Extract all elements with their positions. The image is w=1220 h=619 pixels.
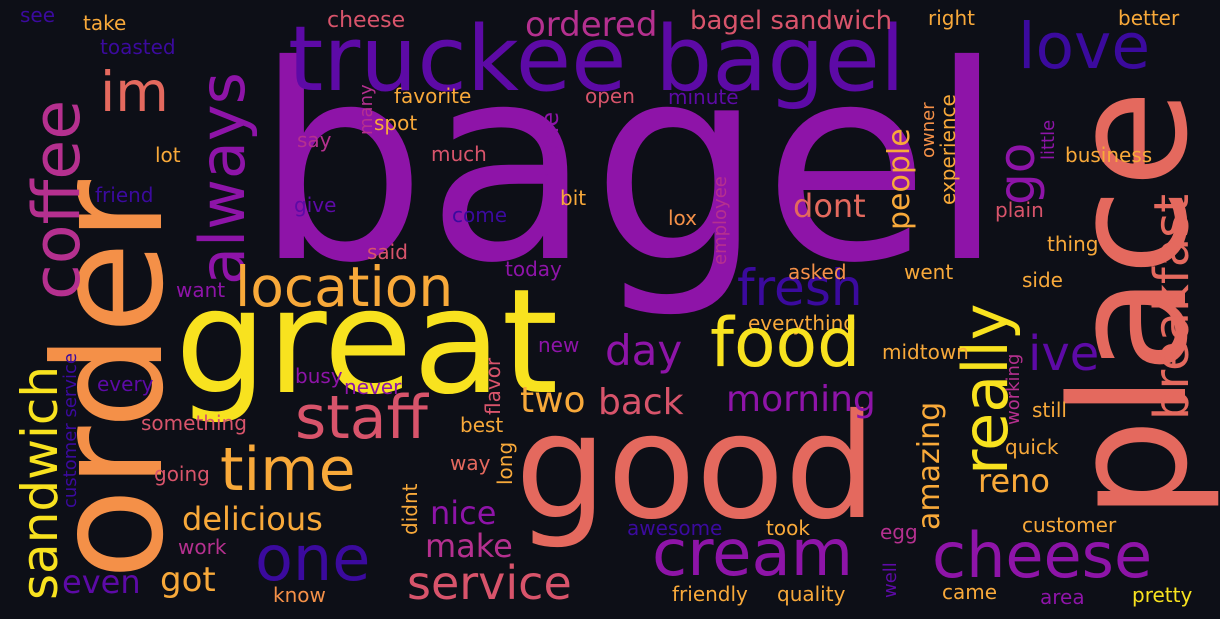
word-cream: cream [652,517,854,591]
word-even: even [62,563,141,601]
word-always: always [186,72,259,285]
word-got: got [160,560,216,600]
word-nice: nice [430,494,497,532]
word-business: business [1065,143,1153,167]
word-bit: bit [560,186,587,210]
word-midtown: midtown [882,340,969,364]
word-quality: quality [777,582,846,606]
word-lox: lox [668,206,698,230]
word-something: something [141,411,247,435]
word-much: much [431,142,487,166]
word-experience: experience [936,94,960,205]
word-bagel: bagel [255,7,1005,322]
word-awesome: awesome [627,516,723,540]
word-took: took [766,516,810,540]
word-pretty: pretty [1132,583,1193,607]
word-open: open [585,84,635,108]
word-reno: reno [978,462,1050,500]
word-one: one [255,522,371,595]
word-working: working [1003,353,1024,425]
word-coffee: coffee [20,99,95,300]
word-didnt: didnt [398,483,422,535]
word-spot: spot [374,111,418,135]
word-want: want [176,278,226,302]
word-little: little [1038,119,1059,160]
word-flavor: flavor [481,357,505,415]
word-long: long [493,441,517,485]
word-im: im [100,60,169,124]
word-area: area [1040,585,1085,609]
word-know: know [273,583,326,607]
word-say: say [297,128,332,152]
word-great: great [175,258,559,427]
word-breakfast: breakfast [1144,193,1200,420]
word-favorite: favorite [394,84,472,108]
word-fresh: fresh [737,259,863,317]
word-employee: employee [710,176,731,265]
word-every: every [97,372,154,396]
word-cheese-13: cheese [327,8,406,33]
word-food: food [710,304,861,383]
word-toasted: toasted [100,35,176,59]
word-plain: plain [995,198,1044,222]
word-cheese-84: cheese [932,519,1153,592]
word-time: time [220,435,356,505]
word-right: right [928,6,975,30]
word-work: work [178,535,227,559]
word-make: make [425,527,513,565]
word-still: still [1032,398,1067,422]
word-came: came [942,580,998,604]
word-going: going [154,462,210,486]
word-ive: ive [1028,326,1100,382]
word-thing: thing [1047,232,1099,256]
word-customer: customer [1022,513,1117,537]
word-morning: morning [726,379,876,420]
word-love: love [1018,10,1151,83]
word-truckee-bagel: truckee bagel [288,7,905,112]
word-well: well [880,562,901,598]
word-made: made [536,111,564,180]
word-minute: minute [668,85,739,109]
word-good: good [515,383,877,552]
word-never: never [344,375,402,399]
word-people: people [882,128,917,230]
word-bagel-sandwich: bagel sandwich [690,6,893,36]
word-give: give [294,193,337,217]
word-friend: friend [95,183,154,207]
word-friendly: friendly [672,582,748,606]
word-lot: lot [155,143,181,167]
word-come: come [452,203,508,227]
word-staff: staff [295,383,428,453]
word-see: see [20,3,56,27]
word-dont: dont [793,187,866,225]
word-better: better [1118,6,1180,30]
word-new: new [538,333,580,357]
word-amazing: amazing [912,401,947,530]
word-way: way [450,451,491,475]
word-location: location [235,255,454,319]
word-egg: egg [880,520,918,544]
word-two: two [520,380,586,421]
word-today: today [505,257,562,281]
word-went: went [904,260,954,284]
word-said: said [367,240,408,264]
word-ordered: ordered [525,5,658,45]
word-busy: busy [295,364,343,388]
word-service: service [407,556,572,610]
word-go: go [988,142,1046,205]
word-day: day [605,326,683,375]
word-back: back [598,382,684,423]
word-everything: everything [748,311,856,335]
word-customer-service: customer service [60,353,81,508]
word-best: best [460,413,504,437]
word-asked: asked [788,260,847,284]
word-take: take [83,11,127,35]
word-side: side [1022,268,1063,292]
word-delicious: delicious [182,500,323,538]
word-sandwich: sandwich [11,365,69,600]
word-quick: quick [1005,435,1059,459]
